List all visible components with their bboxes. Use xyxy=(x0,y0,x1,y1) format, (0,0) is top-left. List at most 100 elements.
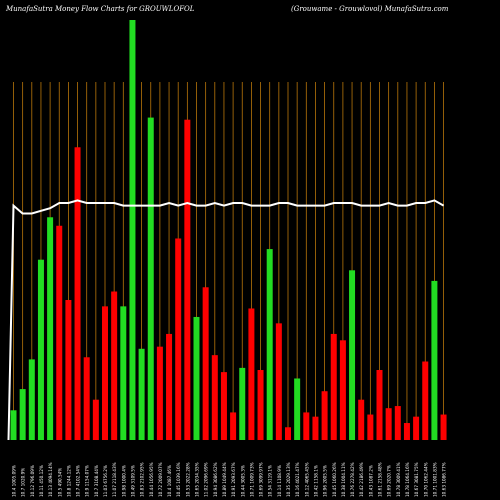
bar xyxy=(257,370,264,440)
x-tick-label: 10.98 1000.4% xyxy=(121,465,126,497)
x-tick-label: 10.49 3109.5% xyxy=(130,465,135,497)
flow-line-path xyxy=(7,199,445,441)
x-tick-label: 10.42 2186.49% xyxy=(359,462,364,497)
x-tick-label: 10.71 1001.83% xyxy=(432,462,437,497)
bar xyxy=(349,270,356,440)
x-tick-label: 10.45 1039.16% xyxy=(176,462,181,497)
x-tick-label: 10.61 2158.48% xyxy=(378,462,383,497)
bar xyxy=(312,416,319,440)
bar xyxy=(10,410,17,440)
x-tick-label: 10.89 1049.44% xyxy=(222,462,227,497)
bar xyxy=(422,361,429,440)
x-tick-label: 10.5 490.54% xyxy=(57,468,62,497)
bar xyxy=(120,306,127,440)
x-tick-label: 10.45 1060.26% xyxy=(332,462,337,497)
x-tick-label: 10.94 3086.62% xyxy=(213,462,218,497)
bar xyxy=(56,225,63,440)
bar xyxy=(403,423,410,440)
x-tick-label: 10.91 2093.67% xyxy=(231,462,236,497)
bar xyxy=(47,217,54,440)
x-tick-label: 10.69 2020.7% xyxy=(387,465,392,497)
x-tick-label: 10.38 1004.11% xyxy=(341,462,346,497)
x-tick-label: 10.76 2278.42% xyxy=(350,462,355,497)
x-tick-label: 10.67 3081.75% xyxy=(414,462,419,497)
bar xyxy=(230,412,237,440)
x-tick-label: 10.7 3108.44% xyxy=(94,465,99,497)
x-tick-label: 10.4 1005.09% xyxy=(12,465,17,497)
bar xyxy=(129,20,136,440)
bar xyxy=(367,414,374,440)
x-tick-label: 10.63 1086.77% xyxy=(442,462,447,497)
bar xyxy=(211,355,218,440)
bar xyxy=(275,323,282,440)
bar xyxy=(339,340,346,440)
bar xyxy=(19,389,26,440)
bar xyxy=(74,147,81,441)
x-tick-label: 10.13 4094.14% xyxy=(48,462,53,497)
bar xyxy=(394,406,401,440)
x-tick-label: 10.12 796.09% xyxy=(30,465,35,497)
bar xyxy=(385,408,392,440)
bar xyxy=(220,372,227,440)
x-tick-label: 10.83 2102.95% xyxy=(140,462,145,497)
bar xyxy=(156,346,163,440)
x-tick-label: 11.03 6756.2% xyxy=(103,465,108,497)
bar xyxy=(202,287,209,440)
x-tick-label: 10.72 2009.07% xyxy=(158,462,163,497)
x-tick-label: 10.78 1064.16% xyxy=(405,462,410,497)
bar xyxy=(303,412,310,440)
bar xyxy=(175,238,182,440)
x-tick-label: 10.70 1062.44% xyxy=(423,462,428,497)
bar xyxy=(138,348,145,440)
x-tick-label: 10.8 1244.12% xyxy=(66,465,71,497)
x-tick-label: 10.7 1020.9% xyxy=(21,468,26,497)
x-tick-label: 10.44 1056.95% xyxy=(149,462,154,497)
x-tick-label: 10.14 1108.9% xyxy=(277,465,282,497)
x-tick-label: 10.43 1087.2% xyxy=(368,465,373,497)
x-tick-label: 10.53 2022.28% xyxy=(185,462,190,497)
x-tick-label: 10.11 450.12% xyxy=(39,465,44,497)
x-tick-label: 10.65 2034.35% xyxy=(195,462,200,497)
x-tick-label: 10.44 3005.3% xyxy=(240,465,245,497)
bar xyxy=(413,416,420,440)
x-tick-labels: 10.4 1005.09% 10.7 1020.9% 10.12 796.09% 10… xyxy=(12,462,447,497)
chart-subtitle: (Grouwame - Grouwlovol) MunafaSutra.com xyxy=(291,5,449,13)
flow-line xyxy=(7,199,445,441)
bar xyxy=(28,359,35,440)
x-tick-label: 10.7 4102.54% xyxy=(76,465,81,497)
bar xyxy=(102,306,108,440)
bars xyxy=(10,20,447,441)
bar xyxy=(266,249,273,440)
x-tick-label: 10.9 1154.07% xyxy=(85,465,90,497)
x-tick-label: 11.07 2118.43% xyxy=(112,462,117,497)
bar xyxy=(111,291,118,440)
x-tick-label: 10.69 3099.97% xyxy=(259,462,264,497)
bar xyxy=(440,414,447,440)
bar xyxy=(65,300,72,440)
x-tick-label: 10.16 4021.47% xyxy=(295,462,300,497)
bar xyxy=(92,399,99,440)
bar xyxy=(166,333,173,440)
bar xyxy=(358,399,365,440)
bar xyxy=(285,427,291,440)
x-tick-label: 10.78 3009.41% xyxy=(396,462,401,497)
x-tick-label: 10.96 2005.5% xyxy=(323,465,328,497)
x-tick-label: 10.54 3119.1% xyxy=(268,465,273,497)
bar xyxy=(330,333,337,440)
x-tick-label: 10.4 1087.46% xyxy=(167,465,172,497)
bar xyxy=(37,259,44,440)
bar xyxy=(184,119,191,441)
bar xyxy=(294,378,301,440)
bar xyxy=(431,280,438,440)
x-tick-label: 10.71 1009.73% xyxy=(249,462,254,497)
x-tick-label: 10.35 2029.13% xyxy=(286,462,291,497)
bar xyxy=(376,370,383,440)
bar xyxy=(239,367,246,440)
bar xyxy=(147,117,154,441)
bar xyxy=(83,357,90,440)
x-tick-label: 10.42 1158.1% xyxy=(313,465,318,497)
bar xyxy=(193,316,200,440)
bar xyxy=(248,308,255,440)
chart-title: MunafaSutra Money Flow Charts for GROUWL… xyxy=(6,5,195,13)
x-tick-label: 11.02 2096.69% xyxy=(204,462,209,497)
